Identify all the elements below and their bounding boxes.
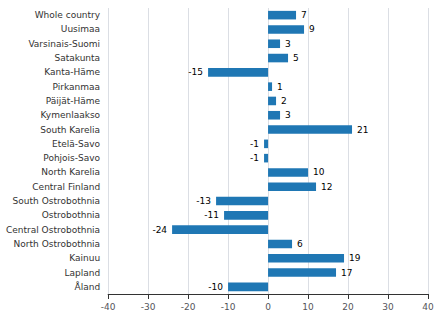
svg-text:Päijät-Häme: Päijät-Häme [46,96,101,106]
svg-text:12: 12 [321,182,332,192]
svg-text:Satakunta: Satakunta [54,53,100,63]
svg-text:6: 6 [297,239,303,249]
svg-text:Kymenlaakso: Kymenlaakso [41,110,101,120]
svg-text:Kanta-Häme: Kanta-Häme [44,67,100,77]
svg-text:5: 5 [293,53,299,63]
svg-text:7: 7 [301,10,307,20]
svg-text:Central Ostrobothnia: Central Ostrobothnia [6,225,100,235]
svg-text:-10: -10 [221,302,236,312]
svg-text:Varsinais-Suomi: Varsinais-Suomi [28,39,100,49]
svg-text:Lapland: Lapland [64,268,100,278]
svg-text:Etelä-Savo: Etelä-Savo [52,139,101,149]
svg-text:Central Finland: Central Finland [32,182,100,192]
svg-text:-1: -1 [250,153,259,163]
svg-text:-40: -40 [101,302,116,312]
svg-text:10: 10 [313,167,325,177]
svg-text:20: 20 [342,302,354,312]
svg-text:10: 10 [302,302,314,312]
svg-text:40: 40 [422,302,434,312]
svg-text:-11: -11 [204,210,219,220]
svg-text:Whole country: Whole country [35,10,101,20]
svg-text:2: 2 [281,96,287,106]
svg-text:Uusimaa: Uusimaa [61,24,100,34]
svg-text:-10: -10 [208,282,223,292]
svg-text:-20: -20 [181,302,196,312]
svg-text:South Ostrobothnia: South Ostrobothnia [13,196,101,206]
svg-text:-15: -15 [188,67,203,77]
svg-text:0: 0 [265,302,271,312]
svg-text:North Karelia: North Karelia [41,167,100,177]
svg-text:-13: -13 [196,196,211,206]
svg-text:South Karelia: South Karelia [40,125,100,135]
svg-text:1: 1 [277,82,283,92]
svg-text:-30: -30 [141,302,156,312]
svg-text:30: 30 [382,302,394,312]
svg-text:3: 3 [285,39,291,49]
svg-text:21: 21 [357,125,368,135]
svg-text:3: 3 [285,110,291,120]
svg-text:9: 9 [309,24,315,34]
svg-text:Pohjois-Savo: Pohjois-Savo [43,153,100,163]
svg-text:-1: -1 [250,139,259,149]
svg-text:Ostrobothnia: Ostrobothnia [42,210,100,220]
svg-text:19: 19 [349,253,361,263]
svg-text:Åland: Åland [75,281,101,292]
svg-text:17: 17 [341,268,352,278]
svg-text:North Ostrobothnia: North Ostrobothnia [14,239,101,249]
svg-text:-24: -24 [152,225,167,235]
svg-text:Pirkanmaa: Pirkanmaa [53,82,101,92]
svg-text:Kainuu: Kainuu [69,253,100,263]
